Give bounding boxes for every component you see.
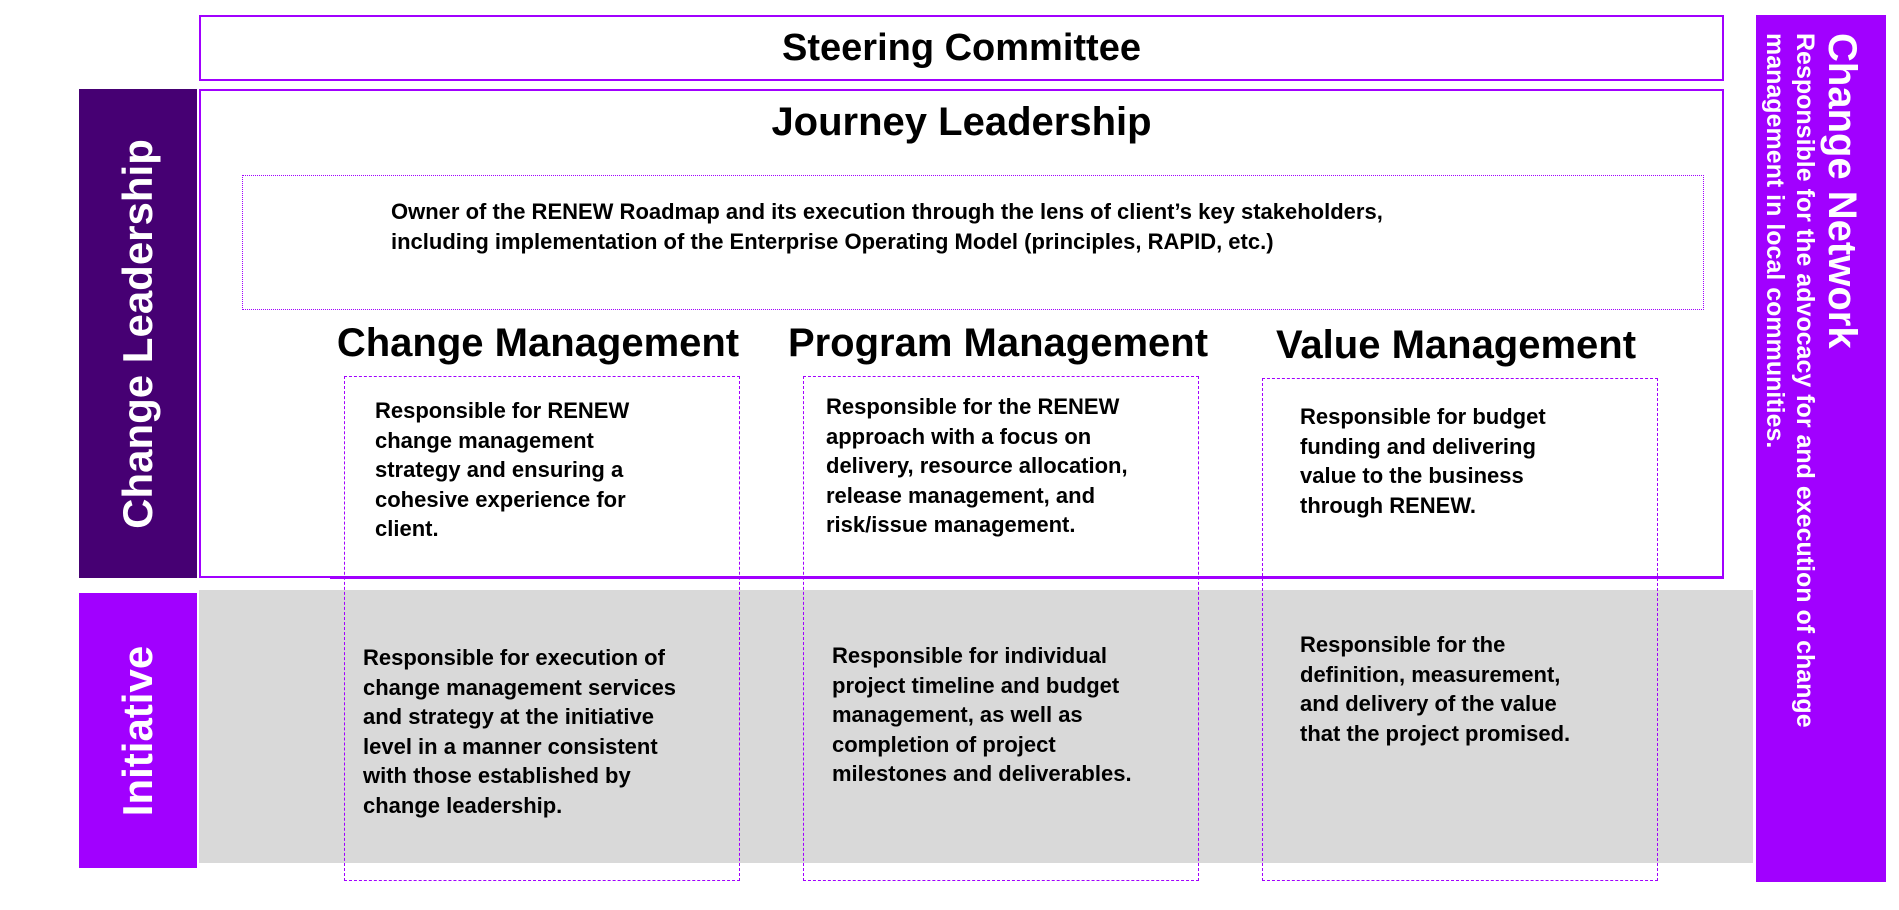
text-line: Responsible for execution of [363,645,665,670]
initiative-label: Initiative [114,645,162,816]
value-management-column-box [1262,378,1658,881]
value-management-initiative-text: Responsible for the definition, measurem… [1300,630,1570,748]
text-line: and delivery of the value [1300,691,1557,716]
text-line: with those established by [363,763,631,788]
text-line: and strategy at the initiative [363,704,654,729]
text-line: approach with a focus on [826,423,1092,449]
text-line: completion of project [832,731,1056,757]
text-line: that the project promised. [1300,720,1571,746]
text-line: Responsible for individual [832,643,1108,668]
text-line: Responsible for budget [1300,404,1546,429]
text-line: change management services [363,674,677,700]
text-line: risk/issue management. [826,512,1076,537]
program-management-leadership-text: Responsible for the RENEW approach with … [826,392,1128,540]
text-line: funding and delivering [1300,433,1536,459]
change-management-column-box [344,376,740,881]
change-network-desc-line: Responsible for the advocacy for and exe… [1791,33,1819,728]
change-management-initiative-text: Responsible for execution of change mana… [363,643,676,820]
journey-leadership-title: Journey Leadership [771,100,1152,144]
text-line: management, as well as [832,702,1083,727]
text-line: strategy and ensuring a [375,457,624,482]
text-line: milestones and deliverables. [832,761,1132,786]
column-title-change-management: Change Management [336,321,740,365]
change-network-content: Change Network Responsible for the advoc… [1760,33,1864,853]
journey-desc-line: including implementation of the Enterpri… [391,229,1274,254]
change-leadership-bar: Change Leadership [79,89,197,578]
value-management-leadership-text: Responsible for budget funding and deliv… [1300,402,1546,520]
change-network-bar: Change Network Responsible for the advoc… [1756,15,1886,882]
text-line: definition, measurement, [1300,661,1561,687]
change-network-title: Change Network [1820,33,1864,349]
program-management-initiative-text: Responsible for individual project timel… [832,641,1132,789]
program-management-column-box [803,376,1199,881]
change-network-desc-line: management in local communities. [1761,33,1789,449]
journey-leadership-description: Owner of the RENEW Roadmap and its execu… [242,175,1704,310]
column-title-program-management: Program Management [787,321,1209,365]
text-line: delivery, resource allocation, [826,453,1128,478]
text-line: change management [375,427,594,453]
journey-desc-line: Owner of the RENEW Roadmap and its execu… [391,199,1383,224]
text-line: value to the business [1300,463,1524,488]
change-management-leadership-text: Responsible for RENEW change management … [375,396,629,544]
text-line: through RENEW. [1300,492,1476,518]
change-network-description: Responsible for the advocacy for and exe… [1760,33,1820,853]
text-line: change leadership. [363,792,563,818]
text-line: Responsible for RENEW [375,398,630,423]
steering-committee-label: Steering Committee [782,26,1141,69]
text-line: release management, and [826,482,1096,508]
journey-leadership-box [199,89,1724,578]
change-leadership-label: Change Leadership [114,138,162,529]
initiative-band [199,590,1753,863]
column-title-value-management: Value Management [1275,323,1637,367]
text-line: Responsible for the RENEW [826,394,1120,419]
leadership-initiative-divider [330,577,1724,579]
steering-committee-box: Steering Committee [199,15,1724,81]
text-line: cohesive experience for [375,486,626,512]
text-line: Responsible for the [1300,632,1506,657]
text-line: level in a manner consistent [363,733,658,759]
text-line: client. [375,516,439,541]
initiative-bar: Initiative [79,593,197,868]
text-line: project timeline and budget [832,672,1120,698]
